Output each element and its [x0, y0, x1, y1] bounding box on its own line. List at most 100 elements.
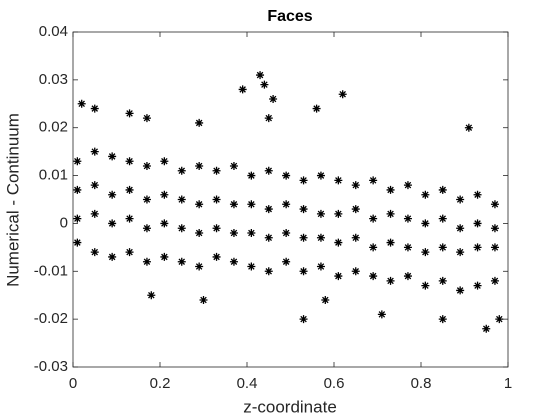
point — [212, 224, 221, 233]
point — [142, 195, 151, 204]
point — [473, 190, 482, 199]
x-tick-label: 0.6 — [324, 375, 345, 392]
point — [108, 252, 117, 261]
point — [108, 152, 117, 161]
point — [125, 185, 134, 194]
point — [195, 262, 204, 271]
point — [495, 315, 504, 324]
point — [369, 176, 378, 185]
point — [247, 171, 256, 180]
point — [264, 166, 273, 175]
y-tick-label: 0.04 — [39, 23, 68, 40]
point — [421, 219, 430, 228]
point — [386, 276, 395, 285]
point — [334, 238, 343, 247]
point — [247, 262, 256, 271]
point — [142, 257, 151, 266]
point — [142, 162, 151, 170]
point — [238, 85, 247, 94]
plot-area — [73, 71, 504, 333]
point — [312, 104, 321, 113]
point — [282, 257, 291, 266]
point — [334, 209, 343, 218]
point — [403, 214, 412, 223]
point — [108, 219, 117, 228]
point — [90, 147, 99, 156]
point — [77, 99, 86, 108]
point — [177, 166, 186, 175]
point — [403, 181, 412, 190]
point — [438, 214, 447, 223]
x-tick-label: 1 — [504, 375, 512, 392]
point — [369, 214, 378, 223]
point — [316, 209, 325, 218]
point — [212, 195, 221, 204]
point — [316, 171, 325, 180]
point — [299, 267, 308, 276]
point — [438, 185, 447, 194]
point — [125, 109, 134, 118]
point — [316, 233, 325, 242]
point — [351, 181, 360, 190]
point — [229, 200, 238, 209]
point — [256, 71, 265, 80]
chart-title: Faces — [267, 8, 312, 25]
point — [142, 114, 151, 123]
point — [438, 243, 447, 252]
point — [264, 233, 273, 242]
point — [351, 233, 360, 242]
point — [264, 205, 273, 214]
point — [338, 90, 347, 99]
point — [456, 224, 465, 233]
point — [369, 272, 378, 281]
point — [177, 195, 186, 204]
point — [403, 243, 412, 252]
point — [90, 248, 99, 257]
point — [229, 257, 238, 266]
point — [282, 200, 291, 209]
point — [438, 315, 447, 324]
y-tick-label: -0.01 — [34, 262, 68, 279]
point — [490, 224, 499, 233]
x-axis-label: z-coordinate — [243, 397, 337, 416]
point — [421, 190, 430, 199]
point — [334, 176, 343, 185]
point — [473, 219, 482, 228]
point — [386, 209, 395, 218]
point — [195, 162, 204, 170]
point — [334, 272, 343, 281]
point — [369, 243, 378, 252]
point — [490, 200, 499, 209]
point — [403, 272, 412, 281]
point — [299, 205, 308, 214]
point — [321, 296, 330, 304]
y-axis-label: Numerical - Continuum — [3, 113, 22, 287]
point — [108, 190, 117, 199]
point — [212, 252, 221, 261]
point — [473, 281, 482, 290]
point — [160, 252, 169, 261]
point — [473, 243, 482, 252]
point — [90, 209, 99, 218]
point — [264, 267, 273, 276]
point — [160, 190, 169, 199]
point — [90, 181, 99, 190]
point — [464, 123, 473, 132]
y-tick-label: -0.02 — [34, 310, 68, 327]
point — [177, 257, 186, 266]
point — [490, 243, 499, 252]
y-tick-label: 0.01 — [39, 167, 68, 184]
point — [386, 238, 395, 247]
point — [386, 185, 395, 194]
x-tick-label: 0.8 — [411, 375, 432, 392]
point — [177, 224, 186, 233]
point — [260, 80, 269, 89]
point — [229, 229, 238, 237]
point — [160, 219, 169, 228]
point — [421, 248, 430, 257]
point — [269, 95, 278, 103]
point — [316, 262, 325, 271]
axes-box — [72, 31, 509, 368]
point — [299, 315, 308, 324]
